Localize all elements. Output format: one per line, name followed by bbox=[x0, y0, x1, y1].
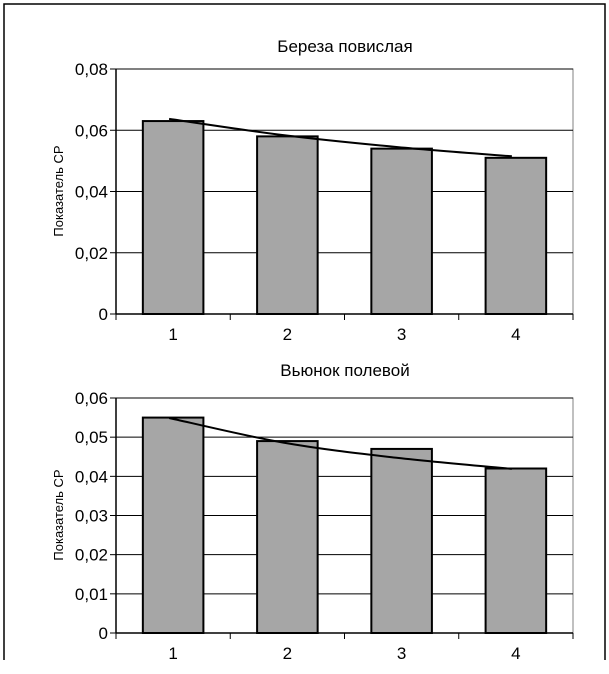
chart-title: Вьюнок полевой bbox=[280, 361, 409, 380]
chart-bindweed: Вьюнок полевой Показатель СР 0 0,01 0,02 0,… bbox=[51, 361, 574, 663]
y-tick-label: 0 bbox=[99, 305, 108, 324]
y-tick-label: 0,02 bbox=[75, 244, 108, 263]
page-border bbox=[3, 3, 606, 660]
y-axis-label: Показатель СР bbox=[51, 469, 66, 560]
y-tick-label: 0,02 bbox=[75, 546, 108, 565]
y-tick-label: 0,08 bbox=[75, 60, 108, 79]
y-tick-label: 0,05 bbox=[75, 428, 108, 447]
y-tick-label: 0,06 bbox=[75, 389, 108, 408]
y-tick-label: 0 bbox=[99, 624, 108, 643]
y-tick-label: 0,04 bbox=[75, 183, 108, 202]
bar bbox=[370, 447, 433, 634]
y-tick-label: 0,06 bbox=[75, 121, 108, 140]
y-tick-label: 0,03 bbox=[75, 507, 108, 526]
x-tick-label: 4 bbox=[511, 325, 520, 344]
trendline bbox=[168, 117, 512, 158]
x-tick-label: 1 bbox=[168, 325, 177, 344]
x-tick-label: 4 bbox=[511, 644, 520, 663]
x-tick-label: 3 bbox=[397, 325, 406, 344]
bar bbox=[256, 440, 319, 635]
x-tick-label: 2 bbox=[283, 644, 292, 663]
bar bbox=[141, 120, 205, 315]
bar bbox=[370, 147, 433, 315]
chart-birch: Береза повислая Показатель СР 0 0,02 0,04 0… bbox=[51, 37, 574, 344]
y-tick-label: 0,01 bbox=[75, 585, 108, 604]
y-tick-label: 0,04 bbox=[75, 467, 108, 486]
y-axis-label: Показатель СР bbox=[51, 145, 66, 236]
chart-title: Береза повислая bbox=[277, 37, 412, 56]
bar bbox=[256, 135, 319, 315]
x-tick-label: 2 bbox=[283, 325, 292, 344]
bar bbox=[484, 156, 548, 315]
bar bbox=[484, 467, 548, 634]
trendline bbox=[168, 416, 512, 470]
bar bbox=[141, 416, 205, 635]
x-tick-label: 1 bbox=[168, 644, 177, 663]
x-tick-label: 3 bbox=[397, 644, 406, 663]
